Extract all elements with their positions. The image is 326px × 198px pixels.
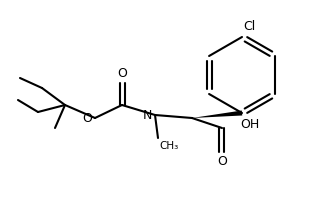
Text: CH₃: CH₃ (159, 141, 178, 151)
Text: OH: OH (240, 118, 259, 131)
Polygon shape (192, 110, 242, 118)
Text: N: N (142, 109, 152, 122)
Text: O: O (117, 67, 127, 80)
Text: O: O (82, 111, 92, 125)
Text: O: O (217, 155, 227, 168)
Text: Cl: Cl (243, 20, 255, 33)
